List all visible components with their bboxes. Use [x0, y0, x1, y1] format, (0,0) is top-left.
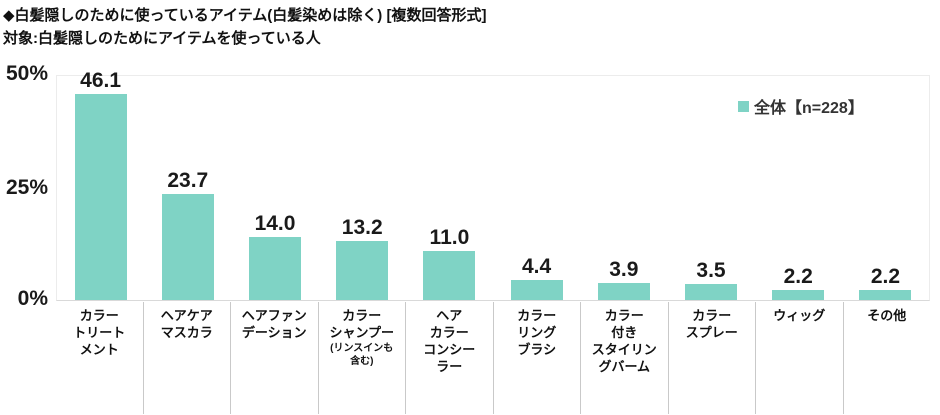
bar-group: 14.0 [231, 76, 318, 300]
bar: 4.4 [510, 256, 563, 300]
y-axis-tick-25: 25% [5, 176, 48, 199]
bar-group: 46.1 [57, 69, 144, 300]
category-label: ヘア カラー コンシー ラー [405, 302, 493, 414]
category-label-text: その他 [867, 308, 907, 323]
category-label-text: カラー 付き スタイリン グバーム [591, 308, 657, 374]
legend-swatch-icon [738, 100, 749, 112]
category-label: ウィッグ [755, 302, 843, 414]
bar: 3.5 [685, 260, 738, 300]
bar: 14.0 [249, 213, 301, 300]
category-label-text: ヘアケア マスカラ [160, 308, 213, 340]
category-label: ヘアファン デーション [230, 302, 318, 414]
category-label-text: カラー トリート メント [73, 308, 126, 357]
bar-value-label: 3.9 [609, 257, 639, 281]
category-label: カラー シャンプー (リンスインも 含む) [317, 302, 406, 414]
bar-value-label: 14.0 [254, 212, 296, 236]
bar: 13.2 [336, 216, 389, 300]
bar-value-label: 4.4 [522, 255, 552, 279]
bar: 23.7 [161, 169, 214, 300]
bar-value-label: 46.1 [80, 68, 122, 92]
y-axis-tick-50: 50% [5, 62, 48, 85]
category-label: カラー スプレー [667, 302, 756, 414]
category-label: カラー リング ブラシ [492, 302, 581, 414]
legend-label: 全体【n=228】 [754, 100, 864, 117]
bar-group: 2.2 [755, 76, 842, 300]
chart-header: ◆白髪隠しのために使っているアイテム(白髪染めは除く) [複数回答形式] 対象:… [3, 4, 486, 50]
bars-container: 46.1 23.7 14.0 13.2 11.0 4.4 3.9 3.5 2.2 2.2 [57, 69, 929, 300]
y-axis-tick-0: 0% [17, 287, 48, 310]
bar-value-label: 3.5 [696, 259, 726, 283]
bar-group: 4.4 [493, 76, 580, 300]
bar-group: 3.5 [667, 76, 754, 300]
bar: 11.0 [423, 226, 476, 300]
category-label: その他 [842, 302, 931, 414]
bar-value-label: 2.2 [870, 265, 901, 289]
bar-group: 2.2 [842, 76, 929, 300]
category-axis: カラー トリート メント ヘアケア マスカラ ヘアファン デーション カラー シャンプ… [56, 302, 930, 414]
category-label-text: カラー リング ブラシ [517, 308, 557, 357]
bar: 2.2 [772, 266, 825, 300]
legend: 全体【n=228】 [738, 94, 864, 118]
bar-value-label: 13.2 [341, 215, 383, 239]
category-label-text: カラー シャンプー [329, 308, 395, 340]
plot-area: 46.1 23.7 14.0 13.2 11.0 4.4 3.9 3.5 2.2 2.2 [56, 69, 930, 301]
category-label-note: (リンスインも 含む) [330, 343, 394, 367]
category-label: ヘアケア マスカラ [142, 302, 231, 414]
category-label-text: ヘアファン デーション [241, 308, 307, 340]
chart-subtitle: 対象:白髪隠しのためにアイテムを使っている人 [3, 30, 321, 47]
bar: 46.1 [74, 69, 127, 300]
category-label-text: ウィッグ [773, 308, 826, 323]
bar-value-label: 23.7 [167, 168, 209, 192]
chart-title: ◆白髪隠しのために使っているアイテム(白髪染めは除く) [複数回答形式] [3, 7, 487, 24]
category-label-text: カラー スプレー [685, 308, 738, 340]
bar-group: 11.0 [406, 76, 493, 300]
bar-value-label: 2.2 [783, 265, 813, 289]
bar: 2.2 [859, 266, 912, 300]
bar-group: 3.9 [580, 76, 667, 300]
category-label-text: ヘア カラー コンシー ラー [423, 308, 476, 374]
category-label: カラー 付き スタイリン グバーム [580, 302, 668, 414]
bar-group: 13.2 [319, 76, 406, 300]
bar: 3.9 [597, 258, 650, 300]
bar-group: 23.7 [144, 76, 231, 300]
category-label: カラー トリート メント [56, 302, 143, 414]
bar-value-label: 11.0 [429, 225, 470, 249]
